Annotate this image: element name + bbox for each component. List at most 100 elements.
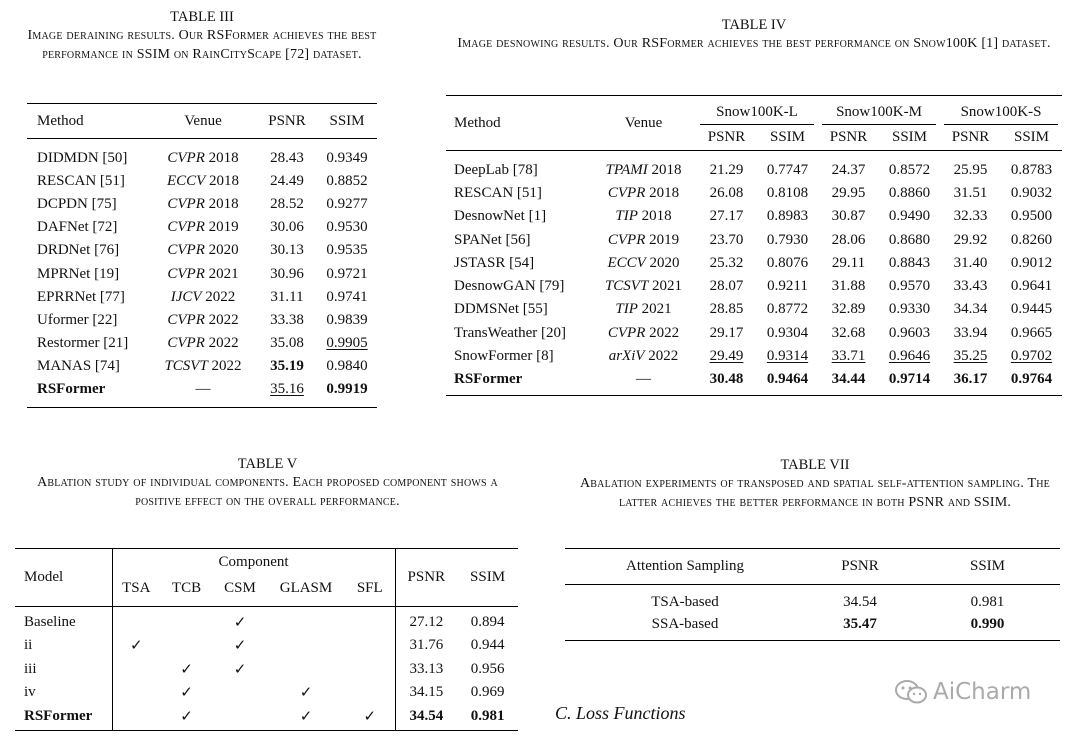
venue-year: 2019 (649, 231, 680, 248)
venue-name: CVPR (607, 184, 646, 201)
cell-text: 0.8108 (766, 184, 809, 201)
cell-text: iii (24, 660, 37, 677)
venue-name: CVPR (167, 242, 205, 259)
cell-text: SSA-based (651, 615, 719, 632)
table-cell: CVPR 2020 (149, 239, 257, 262)
group-label: Snow100K-L (700, 104, 815, 125)
table-row: EPRRNet [77] IJCV 2022 31.11 0.9741 (27, 286, 377, 309)
table-cell: 0.9535 (317, 239, 377, 262)
header-cell: TSA (122, 579, 151, 596)
table-description: Image deraining results. Our RSFormer ac… (27, 28, 377, 62)
table-cell: 0.944 (457, 634, 518, 658)
header-cell: SSIM (1014, 128, 1050, 145)
cell-text: Restormer [21] (37, 335, 129, 352)
cell-text: 0.8983 (766, 208, 809, 225)
table-cell: 0.894 (457, 607, 518, 635)
venue-name: ECCV (607, 254, 646, 271)
cell-text: SPANet [56] (454, 231, 531, 248)
cell-text: ✓ (233, 661, 247, 678)
table-cell (267, 607, 345, 635)
cell-text: 24.37 (831, 161, 866, 178)
table-cell: 0.9032 (1001, 182, 1062, 205)
cell-text: 0.9764 (1010, 371, 1053, 388)
cell-text: 36.17 (953, 371, 988, 388)
header-cell: Venue (591, 95, 696, 151)
cell-text: 0.8260 (1010, 231, 1053, 248)
table-cell: 0.9330 (879, 298, 940, 321)
cell-text: Baseline (24, 614, 76, 630)
table-cell: 29.17 (696, 322, 757, 345)
cell-text: DesnowGAN [79] (454, 278, 565, 295)
table-cell: SnowFormer [8] (446, 345, 591, 368)
table-cell: 0.9464 (757, 368, 818, 395)
venue-year: 2020 (649, 254, 680, 271)
table-cell: Uformer [22] (27, 309, 149, 332)
venue-name: TPAMI (605, 161, 648, 178)
table-cell: 0.9905 (317, 332, 377, 355)
cell-text: RSFormer (24, 707, 93, 724)
cell-text: 31.88 (831, 278, 866, 295)
venue-name: IJCV (170, 288, 202, 305)
table-cell: DesnowNet [1] (446, 205, 591, 228)
group-header: Snow100K-M (818, 96, 940, 125)
cell-text: 30.13 (270, 242, 304, 259)
cell-text: 35.47 (843, 615, 877, 632)
table-row: JSTASR [54] ECCV 2020 25.32 0.8076 29.11 0.88… (446, 252, 1062, 275)
table-cell: iii (15, 657, 113, 681)
cell-text: 0.9840 (326, 358, 368, 375)
table-cell: ECCV 2020 (591, 252, 696, 275)
table-cell: 0.9919 (317, 378, 377, 407)
cell-text: ✓ (299, 708, 313, 725)
table-cell: SSA-based (565, 613, 805, 641)
table-cell: DesnowGAN [79] (446, 275, 591, 298)
venue-year: 2022 (211, 358, 242, 375)
cell-text: DeepLab [78] (454, 161, 538, 178)
venue-year: 2018 (208, 195, 239, 212)
venue-year: 2018 (651, 161, 682, 178)
cell-text: 0.8680 (888, 231, 931, 248)
table-row: TransWeather [20] CVPR 2022 29.17 0.9304 32.… (446, 322, 1062, 345)
cell-text: 0.9277 (326, 195, 368, 212)
table-cell: 0.9445 (1001, 298, 1062, 321)
table-row: DRDNet [76] CVPR 2020 30.13 0.9535 (27, 239, 377, 262)
cell-text: 30.48 (709, 371, 744, 388)
cell-text: 0.9702 (1010, 348, 1053, 365)
table-row: RESCAN [51] ECCV 2018 24.49 0.8852 (27, 170, 377, 193)
table-cell: 34.34 (940, 298, 1001, 321)
cell-text: 0.9314 (766, 348, 809, 365)
cell-text: 0.8572 (888, 161, 931, 178)
table-cell: 0.8076 (757, 252, 818, 275)
table-cell: 0.8852 (317, 170, 377, 193)
cell-text: 34.54 (409, 707, 444, 724)
cell-text: 31.11 (270, 288, 304, 305)
table-row: SSA-based 35.47 0.990 (565, 613, 1060, 641)
table-caption: TABLE VII (780, 457, 850, 473)
table-iv-caption-block: TABLE IV Image desnowing results. Our RS… (440, 16, 1068, 53)
cell-text: 29.11 (831, 254, 866, 271)
table-cell: 0.9304 (757, 322, 818, 345)
venue-year: 2022 (208, 335, 239, 352)
cell-text: MANAS [74] (37, 358, 120, 375)
cell-text: 0.9211 (767, 278, 808, 295)
cell-text: 0.990 (970, 615, 1005, 632)
table-cell: DIDMDN [50] (27, 139, 149, 170)
cell-text: 0.9714 (888, 371, 931, 388)
cell-text: 23.70 (709, 231, 744, 248)
cell-text: 0.9032 (1010, 184, 1053, 201)
table-cell: 0.9741 (317, 286, 377, 309)
venue-year: 2022 (208, 311, 239, 328)
cell-text: 30.87 (831, 208, 866, 225)
table-cell: ✓ (160, 681, 213, 705)
cell-text: ✓ (299, 685, 313, 702)
cell-text: 0.9665 (1010, 324, 1053, 341)
cell-text: 0.7930 (766, 231, 809, 248)
header-cell: PSNR (394, 548, 458, 607)
table-cell: ✓ (213, 607, 267, 635)
cell-text: 35.16 (270, 381, 304, 398)
table-cell: DeepLab [78] (446, 151, 591, 182)
venue-name: CVPR (167, 335, 205, 352)
table-description: Abalation experiments of transposed and … (580, 476, 1050, 510)
table-cell: TIP 2018 (591, 205, 696, 228)
table-cell: 0.9646 (879, 345, 940, 368)
table-row: SnowFormer [8] arXiV 2022 29.49 0.9314 33.71… (446, 345, 1062, 368)
